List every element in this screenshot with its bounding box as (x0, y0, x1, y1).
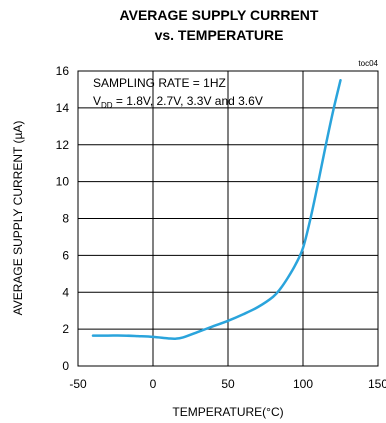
y-tick-label: 2 (62, 322, 69, 336)
y-tick-label: 4 (62, 285, 69, 299)
y-tick-label: 10 (56, 175, 70, 189)
y-tick-label: 12 (56, 138, 70, 152)
annotation-vdd-prefix: V (93, 94, 101, 108)
y-tick-label: 6 (62, 248, 69, 262)
annotation-sampling-rate: SAMPLING RATE = 1HZ (93, 76, 226, 90)
x-tick-label: 100 (293, 377, 313, 391)
annotation-vdd-sub: DD (101, 101, 113, 110)
y-tick-label: 0 (62, 359, 69, 373)
y-tick-label: 16 (56, 64, 70, 78)
chart-title-line2: vs. TEMPERATURE (155, 27, 284, 43)
series-group (91, 78, 342, 341)
annotation-vdd-rest: = 1.8V, 2.7V, 3.3V and 3.6V (113, 94, 263, 108)
x-tick-label: 50 (221, 377, 235, 391)
x-axis-label: TEMPERATURE(°C) (172, 405, 283, 419)
x-tick-label: -50 (69, 377, 87, 391)
chart-title-line1: AVERAGE SUPPLY CURRENT (120, 7, 319, 23)
y-tick-label: 14 (56, 101, 70, 115)
chart-tag: toc04 (358, 59, 378, 68)
x-tick-label: 150 (368, 377, 386, 391)
plot-frame (77, 70, 379, 367)
annotation-vdd: VDD = 1.8V, 2.7V, 3.3V and 3.6V (93, 94, 263, 110)
y-tick-label: 8 (62, 212, 69, 226)
x-tick-label: 0 (150, 377, 157, 391)
series-line (91, 78, 342, 341)
y-axis-label: AVERAGE SUPPLY CURRENT (µA) (11, 121, 25, 316)
